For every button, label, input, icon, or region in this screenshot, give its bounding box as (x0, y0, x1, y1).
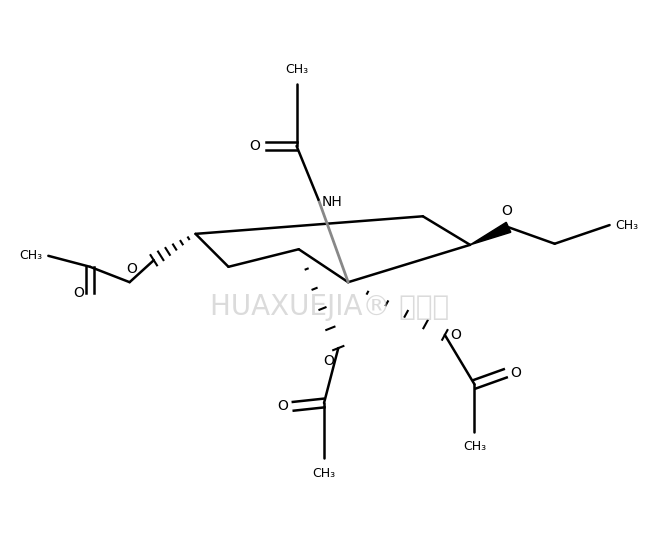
Text: NH: NH (322, 195, 342, 209)
Text: CH₃: CH₃ (285, 63, 308, 76)
Text: CH₃: CH₃ (19, 249, 43, 262)
Text: O: O (511, 366, 522, 380)
Text: O: O (323, 354, 334, 368)
Text: O: O (277, 399, 288, 413)
Polygon shape (470, 222, 511, 245)
Text: O: O (501, 204, 512, 219)
Text: O: O (127, 261, 137, 276)
Text: CH₃: CH₃ (615, 219, 639, 232)
Text: O: O (249, 139, 261, 153)
Text: O: O (74, 286, 84, 300)
Text: HUAXUEJIA® 化学加: HUAXUEJIA® 化学加 (210, 294, 449, 322)
Text: CH₃: CH₃ (312, 467, 336, 480)
Text: O: O (450, 328, 461, 342)
Text: CH₃: CH₃ (463, 440, 486, 453)
